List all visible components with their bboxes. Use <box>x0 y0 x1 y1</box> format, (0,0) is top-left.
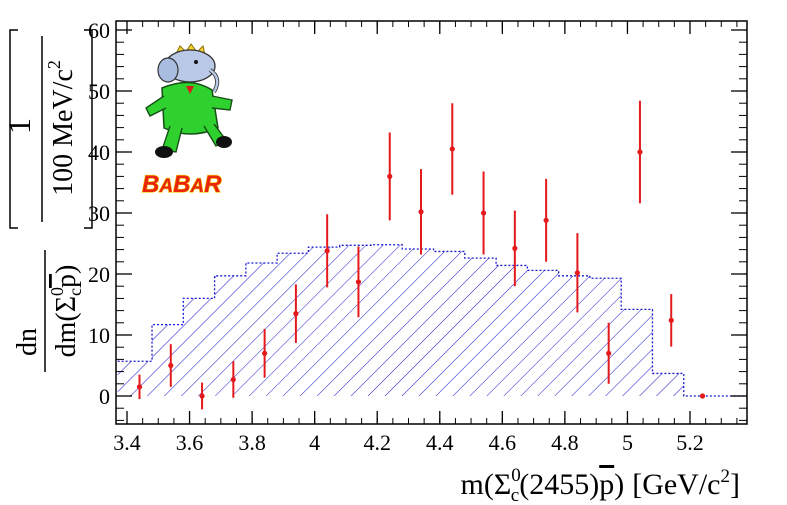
data-point <box>230 361 236 398</box>
x-tick-label: 4.6 <box>489 430 517 455</box>
data-point-marker <box>293 311 299 317</box>
x-tick-label: 4.8 <box>551 430 579 455</box>
babar-logo-text: BABAR <box>142 171 222 198</box>
data-point <box>168 344 174 387</box>
histogram-fill <box>117 244 747 396</box>
data-point <box>480 171 487 255</box>
histogram-outline <box>117 244 747 397</box>
data-point-marker <box>543 217 549 223</box>
y-tick-label: 0 <box>99 384 110 409</box>
y-axis-title: dn dm(Σ0cp) 1 100 MeV/c2 <box>1 29 93 372</box>
data-point <box>293 284 299 343</box>
y-tick-label: 10 <box>88 323 110 348</box>
data-point-marker <box>668 317 674 323</box>
data-point-marker <box>168 362 174 369</box>
data-point <box>136 374 143 400</box>
data-point-marker <box>480 210 487 216</box>
data-point <box>668 294 674 347</box>
x-tick-label: 3.8 <box>238 430 266 455</box>
data-point <box>387 132 393 221</box>
babar-logo: BABAR <box>141 43 233 199</box>
data-point-marker <box>324 248 330 254</box>
y-title-left-bracket <box>9 29 18 229</box>
ticks-layer <box>116 21 747 424</box>
y-tick-label: 30 <box>88 201 110 226</box>
x-tick-label: 4 <box>309 430 320 455</box>
data-point-marker <box>262 350 268 356</box>
x-tick-label: 4.4 <box>426 430 454 455</box>
data-point-marker <box>136 384 143 390</box>
histogram-layer <box>117 244 747 397</box>
data-point-marker <box>512 245 518 251</box>
babar-elephant-icon <box>145 43 233 158</box>
data-point <box>637 100 643 204</box>
data-point-marker <box>449 146 455 152</box>
y-title-right-bracket <box>84 29 93 229</box>
data-point <box>418 169 424 255</box>
data-point <box>699 393 706 399</box>
x-tick-label: 5.2 <box>676 430 704 455</box>
y-title-numerator: dn <box>12 328 43 356</box>
y-title-one: 1 <box>1 118 37 134</box>
plot-frame <box>115 20 748 425</box>
y-tick-label: 50 <box>88 79 110 104</box>
data-point-marker <box>606 350 612 356</box>
x-tick-label: 5 <box>622 430 633 455</box>
data-point <box>324 214 330 288</box>
data-point-marker <box>574 270 581 276</box>
data-point <box>574 233 581 313</box>
data-point-marker <box>387 173 393 179</box>
x-tick-label: 4.2 <box>363 430 391 455</box>
data-point <box>262 328 268 378</box>
y-tick-label: 20 <box>88 262 110 287</box>
x-tick-label: 3.6 <box>176 430 204 455</box>
data-point-marker <box>230 376 236 383</box>
data-point <box>606 322 612 384</box>
data-point-marker <box>355 279 362 285</box>
y-tick-label: 40 <box>88 140 110 165</box>
data-point <box>355 246 362 318</box>
data-point <box>199 382 205 410</box>
data-point-marker <box>418 209 424 215</box>
data-point <box>543 178 549 262</box>
x-axis-title: m(Σ0 c(2455)p) [GeV/c2] <box>460 465 740 505</box>
data-points-layer <box>136 100 706 410</box>
data-point-marker <box>199 393 205 399</box>
x-tick-label: 3.4 <box>113 430 141 455</box>
y-title-bin-width: 100 MeV/c2 <box>44 60 79 196</box>
data-point-marker <box>637 149 643 155</box>
data-point <box>449 103 455 195</box>
y-tick-label: 60 <box>88 18 110 43</box>
data-point-marker <box>699 393 706 399</box>
y-title-denominator: dm(Σ0cp) <box>47 265 85 358</box>
data-point <box>512 210 518 287</box>
tick-labels-layer: 3.4 3.6 3.8 4 4.2 4.4 4.6 4.8 5 5.2 0 10 20 30 40 50 60 <box>88 18 704 455</box>
